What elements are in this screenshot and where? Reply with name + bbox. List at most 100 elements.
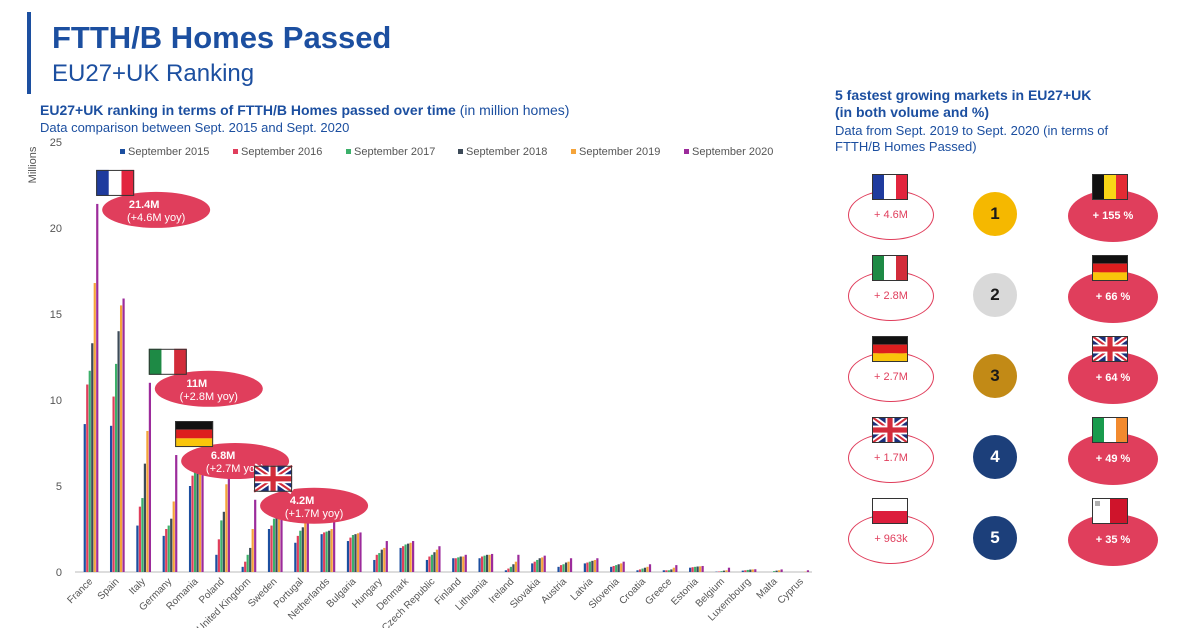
bar — [699, 566, 702, 572]
bar — [691, 567, 694, 572]
bar — [749, 569, 752, 572]
legend-swatch — [120, 149, 125, 154]
volume-flag — [872, 255, 908, 281]
ireland-flag — [1092, 417, 1128, 443]
bar — [536, 559, 539, 572]
bar — [583, 563, 586, 572]
bar — [746, 569, 749, 572]
bar — [754, 569, 757, 572]
legend-label: September 2016 — [241, 146, 322, 158]
bar — [383, 547, 386, 572]
bar — [562, 564, 565, 572]
bar — [407, 543, 410, 572]
bar — [507, 568, 510, 572]
bar — [385, 541, 388, 572]
bar — [148, 382, 152, 572]
bar — [775, 570, 778, 572]
bar — [615, 565, 618, 572]
bar — [304, 518, 307, 572]
bar — [175, 455, 178, 572]
bar — [172, 501, 175, 572]
bar — [402, 546, 405, 572]
bar — [333, 518, 336, 572]
bar — [435, 549, 439, 572]
bar — [225, 484, 228, 572]
germany-flag — [1092, 255, 1128, 281]
bar — [541, 557, 544, 572]
y-tick-label: 10 — [50, 395, 62, 407]
bar — [143, 463, 147, 572]
side-panel-title-line2: (in both volume and %) — [835, 104, 989, 120]
uk-flag — [872, 417, 908, 443]
italy-flag — [872, 255, 908, 281]
volume-flag — [872, 417, 908, 443]
annotation-bubble — [260, 487, 369, 524]
bar — [91, 343, 94, 572]
y-tick-label: 5 — [56, 481, 62, 493]
annotation-bubble — [102, 191, 211, 228]
bar — [428, 556, 431, 572]
bar — [778, 570, 781, 572]
bar — [596, 558, 599, 572]
bar — [277, 510, 281, 572]
bar — [359, 532, 362, 572]
bar — [665, 570, 668, 572]
legend-swatch — [346, 149, 351, 154]
bar — [254, 499, 257, 572]
y-axis-label: Millions — [27, 146, 39, 183]
bar — [96, 203, 99, 573]
bar — [727, 567, 731, 572]
bar — [299, 530, 302, 572]
bar — [373, 559, 376, 572]
bar — [249, 547, 252, 572]
bar — [122, 298, 125, 572]
annotation-yoy: (+2.7M yoy) — [206, 463, 264, 475]
bar — [557, 566, 560, 572]
bar — [620, 563, 623, 572]
bar — [141, 498, 144, 572]
bar — [533, 561, 536, 572]
bar — [485, 554, 489, 572]
bar — [404, 544, 407, 572]
bar — [457, 557, 460, 572]
bar — [675, 565, 678, 572]
x-tick-label: France — [65, 576, 95, 606]
bar — [320, 534, 323, 572]
bar — [170, 518, 173, 572]
bar — [636, 570, 639, 572]
bar — [701, 565, 704, 572]
bar — [138, 506, 142, 572]
bar — [512, 564, 515, 572]
bar — [689, 567, 692, 572]
bar — [346, 541, 350, 572]
bar — [306, 513, 309, 572]
legend-label: September 2017 — [354, 146, 435, 158]
bar — [433, 552, 436, 572]
bar — [220, 520, 223, 572]
bar — [617, 564, 620, 572]
rank-badge: 2 — [973, 273, 1017, 317]
bar — [459, 556, 462, 572]
bar — [167, 525, 170, 572]
y-tick-label: 0 — [56, 567, 62, 579]
bar — [378, 553, 381, 572]
volume-value: + 963k — [874, 533, 908, 545]
page-title: FTTH/B Homes Passed — [52, 20, 392, 55]
volume-flag — [872, 336, 908, 362]
bar — [275, 513, 278, 572]
bar — [667, 570, 670, 572]
bar — [514, 561, 518, 572]
percent-value: + 35 % — [1095, 534, 1131, 546]
bar — [425, 559, 429, 572]
chart-subheading: Data comparison between Sept. 2015 and S… — [40, 120, 350, 135]
percent-value: + 64 % — [1095, 372, 1131, 384]
bar — [246, 554, 249, 572]
bar — [188, 486, 192, 572]
bar — [244, 561, 247, 572]
rank-badge: 5 — [973, 516, 1017, 560]
bar — [593, 559, 596, 572]
percent-flag — [1092, 255, 1128, 281]
chart-heading-bold: EU27+UK ranking in terms of FTTH/B Homes… — [40, 102, 456, 118]
bar — [88, 370, 91, 572]
bar — [86, 384, 89, 572]
